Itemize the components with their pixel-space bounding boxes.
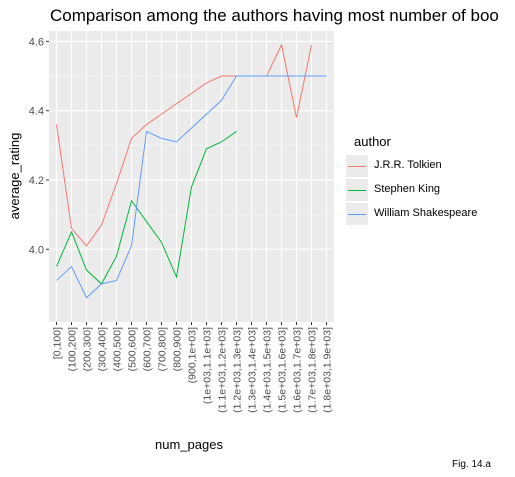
x-tick-label: (900,1e+03]	[187, 327, 199, 383]
x-tick-label: (1.5e+03,1.6e+03]	[277, 327, 289, 413]
grid-lines	[49, 31, 334, 322]
legend-key	[346, 203, 368, 225]
legend-line	[348, 166, 366, 167]
legend-label: J.R.R. Tolkien	[374, 159, 442, 171]
series-line	[56, 131, 237, 285]
series-line	[56, 43, 312, 247]
legend-item-tolkien: J.R.R. Tolkien	[346, 155, 515, 178]
x-axis: [0,100] (100,200] (200,300] (300,400] (400,5…	[52, 322, 334, 413]
series-line	[56, 75, 327, 299]
legend-line	[348, 190, 366, 191]
legend-key	[346, 179, 368, 201]
y-tick-label: 4.4	[29, 106, 44, 118]
x-tick-label: [0,100]	[52, 327, 64, 359]
y-tick-label: 4.6	[29, 36, 44, 48]
x-tick-label: (1.2e+03,1.3e+03]	[232, 327, 244, 413]
x-tick-label: (1.1e+03,1.2e+03]	[217, 327, 229, 413]
y-axis: 4.0 4.2 4.4 4.6	[29, 36, 49, 256]
x-tick-label: (1.4e+03,1.5e+03]	[262, 327, 274, 413]
y-tick-label: 4.0	[29, 244, 44, 256]
x-tick-label: (1e+03,1.1e+03]	[202, 327, 214, 404]
x-tick-label: (600,700]	[142, 327, 154, 371]
series-lines	[56, 43, 327, 299]
y-tick-label: 4.2	[29, 175, 44, 187]
x-tick-label: (1.8e+03,1.9e+03]	[322, 327, 334, 413]
x-axis-label: num_pages	[155, 437, 223, 452]
legend-key	[346, 155, 368, 177]
x-tick-label: (700,800]	[157, 327, 169, 371]
chart-title: Comparison among the authors having most…	[50, 6, 499, 25]
legend-item-king: Stephen King	[346, 179, 515, 202]
x-tick-label: (300,400]	[97, 327, 109, 371]
figure-caption: Fig. 14.a	[452, 459, 491, 470]
x-tick-label: (200,300]	[82, 327, 94, 371]
x-tick-label: (1.3e+03,1.4e+03]	[247, 327, 259, 413]
legend-line	[348, 214, 366, 215]
x-tick-label: (100,200]	[67, 327, 79, 371]
legend-item-shakespeare: William Shakespeare	[346, 203, 515, 226]
x-tick-label: (800,900]	[172, 327, 184, 371]
y-axis-label: average_rating	[7, 133, 22, 220]
x-tick-label: (1.7e+03,1.8e+03]	[307, 327, 319, 413]
legend-label: Stephen King	[374, 183, 441, 195]
x-tick-label: (1.6e+03,1.7e+03]	[292, 327, 304, 413]
legend-label: William Shakespeare	[374, 207, 478, 219]
x-tick-label: (400,500]	[112, 327, 124, 371]
legend-title: author	[354, 134, 391, 149]
x-tick-label: (500,600]	[127, 327, 139, 371]
